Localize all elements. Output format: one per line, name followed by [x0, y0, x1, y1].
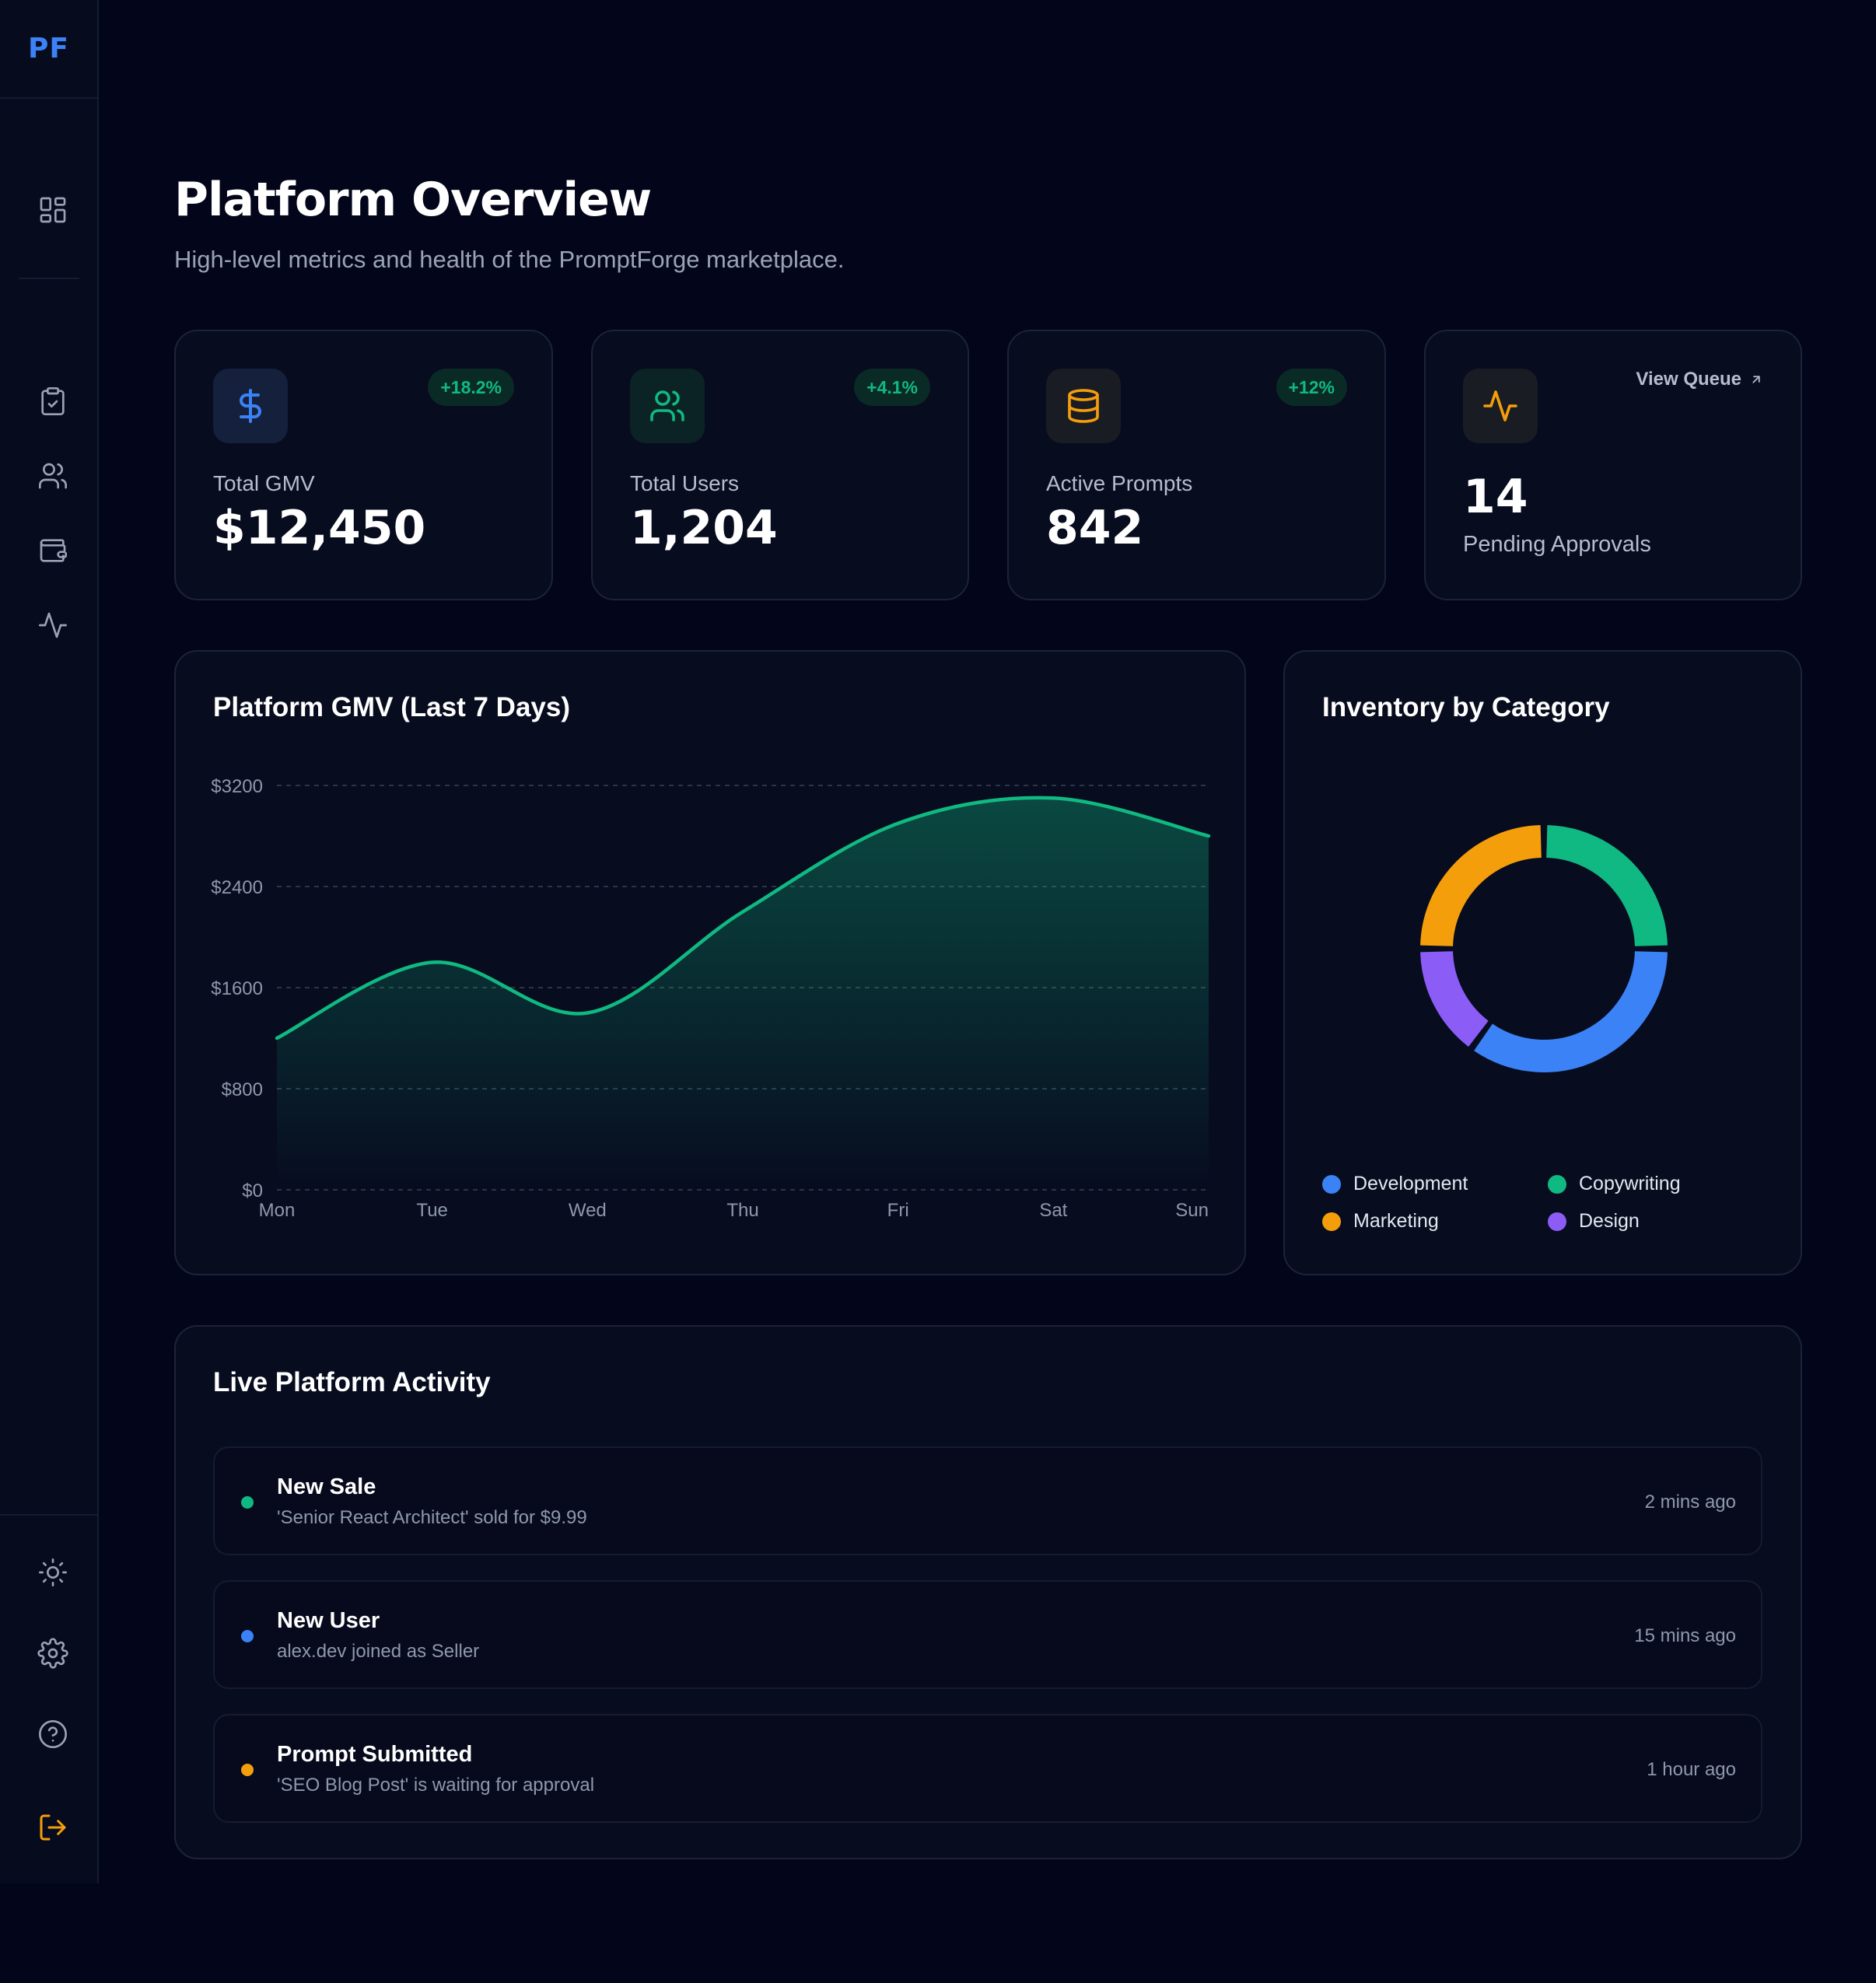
- legend-label: Design: [1579, 1210, 1640, 1232]
- stat-card-users: +4.1% Total Users 1,204: [591, 330, 969, 600]
- legend-item: Copywriting: [1548, 1173, 1681, 1195]
- legend-item: Marketing: [1322, 1210, 1439, 1233]
- legend-item: Development: [1322, 1173, 1468, 1195]
- x-tick-label: Fri: [887, 1200, 909, 1221]
- pending-count: 14: [1463, 470, 1528, 524]
- stat-label: Total Users: [630, 471, 740, 495]
- legend-dot: [1322, 1212, 1341, 1231]
- logout-icon[interactable]: [30, 1804, 76, 1851]
- change-badge: +12%: [1276, 369, 1347, 406]
- database-icon: [1046, 369, 1121, 443]
- y-tick-label: $800: [222, 1079, 263, 1100]
- x-tick-label: Sat: [1039, 1200, 1067, 1221]
- page-title: Platform Overview: [174, 173, 652, 227]
- activity-item-desc: alex.dev joined as Seller: [277, 1641, 480, 1662]
- activity-item-title: Prompt Submitted: [277, 1742, 473, 1767]
- stat-value: $12,450: [213, 501, 426, 555]
- activity-icon[interactable]: [30, 602, 76, 649]
- inventory-donut-chart: [1420, 825, 1668, 1072]
- x-tick-label: Mon: [259, 1200, 296, 1221]
- gmv-area-chart: $0 $800 $1600 $2400 $3200 Mon Tue Wed Thu Fri Sat S…: [211, 776, 1211, 1221]
- chart-title: Inventory by Category: [1322, 692, 1610, 722]
- status-dot: [241, 1630, 254, 1642]
- grid-icon[interactable]: [30, 187, 76, 233]
- inventory-card: Inventory by Category Development Copywr…: [1283, 650, 1802, 1275]
- activity-icon: [1463, 369, 1538, 443]
- stat-card-pending: View Queue 14 Pending Approvals: [1424, 330, 1802, 600]
- activity-item-time: 1 hour ago: [1647, 1759, 1736, 1780]
- change-badge: +18.2%: [428, 369, 514, 406]
- sidebar: PF: [0, 0, 99, 1883]
- stat-card-prompts: +12% Active Prompts 842: [1007, 330, 1386, 600]
- legend-dot: [1548, 1174, 1566, 1194]
- activity-item-title: New Sale: [277, 1474, 376, 1499]
- legend-dot: [1548, 1212, 1566, 1231]
- activity-item[interactable]: Prompt Submitted 'SEO Blog Post' is wait…: [213, 1714, 1762, 1823]
- stat-label: Active Prompts: [1046, 471, 1193, 495]
- donut-slice-design: [1420, 950, 1489, 1047]
- donut-slice-development: [1474, 950, 1668, 1072]
- chart-title: Platform GMV (Last 7 Days): [213, 692, 570, 722]
- y-tick-label: $3200: [211, 776, 263, 797]
- sun-icon[interactable]: [30, 1549, 76, 1596]
- legend-label: Marketing: [1353, 1210, 1439, 1232]
- view-queue-label: View Queue: [1636, 369, 1741, 390]
- donut-slice-marketing: [1420, 825, 1542, 947]
- stat-card-gmv: +18.2% Total GMV $12,450: [174, 330, 553, 600]
- arrow-up-right-icon: [1752, 376, 1760, 383]
- status-dot: [241, 1764, 254, 1776]
- y-tick-label: $0: [242, 1180, 263, 1201]
- change-badge: +4.1%: [854, 369, 930, 406]
- y-tick-label: $2400: [211, 877, 263, 898]
- activity-item-title: New User: [277, 1608, 380, 1633]
- donut-slice-copywriting: [1545, 825, 1668, 947]
- stat-value: 1,204: [630, 501, 778, 555]
- stat-label: Total GMV: [213, 471, 315, 495]
- legend-item: Design: [1548, 1210, 1640, 1233]
- gear-icon[interactable]: [30, 1630, 76, 1677]
- page-subtitle: High-level metrics and health of the Pro…: [174, 246, 845, 273]
- help-icon[interactable]: [30, 1711, 76, 1757]
- activity-item-time: 2 mins ago: [1644, 1492, 1736, 1513]
- gmv-chart-card: Platform GMV (Last 7 Days) $0 $800 $1600 $2…: [174, 650, 1246, 1275]
- x-tick-label: Wed: [569, 1200, 607, 1221]
- legend-dot: [1322, 1174, 1341, 1194]
- sidebar-divider: [19, 278, 79, 279]
- activity-item-desc: 'Senior React Architect' sold for $9.99: [277, 1507, 587, 1528]
- status-dot: [241, 1496, 254, 1509]
- view-queue-link[interactable]: View Queue: [1636, 369, 1763, 390]
- activity-item-desc: 'SEO Blog Post' is waiting for approval: [277, 1775, 595, 1796]
- series-line: [275, 796, 1211, 1040]
- activity-card: Live Platform Activity New Sale 'Senior …: [174, 1325, 1802, 1859]
- y-tick-label: $1600: [211, 978, 263, 999]
- stat-value: 842: [1046, 501, 1144, 555]
- x-tick-label: Sun: [1175, 1200, 1209, 1221]
- x-tick-label: Tue: [416, 1200, 447, 1221]
- legend-label: Development: [1353, 1173, 1468, 1194]
- activity-item-time: 15 mins ago: [1634, 1625, 1736, 1646]
- pending-label: Pending Approvals: [1463, 532, 1651, 557]
- clipboard-check-icon[interactable]: [30, 378, 76, 425]
- dollar-icon: [213, 369, 288, 443]
- activity-title: Live Platform Activity: [213, 1367, 491, 1397]
- sidebar-divider: [0, 1514, 97, 1516]
- activity-item[interactable]: New User alex.dev joined as Seller 15 mi…: [213, 1580, 1762, 1689]
- wallet-icon[interactable]: [30, 527, 76, 574]
- logo[interactable]: PF: [0, 0, 97, 99]
- area-fill: [277, 797, 1209, 1190]
- x-tick-label: Thu: [726, 1200, 758, 1221]
- users-icon: [630, 369, 705, 443]
- legend-label: Copywriting: [1579, 1173, 1681, 1194]
- users-icon[interactable]: [30, 453, 76, 499]
- activity-item[interactable]: New Sale 'Senior React Architect' sold f…: [213, 1446, 1762, 1555]
